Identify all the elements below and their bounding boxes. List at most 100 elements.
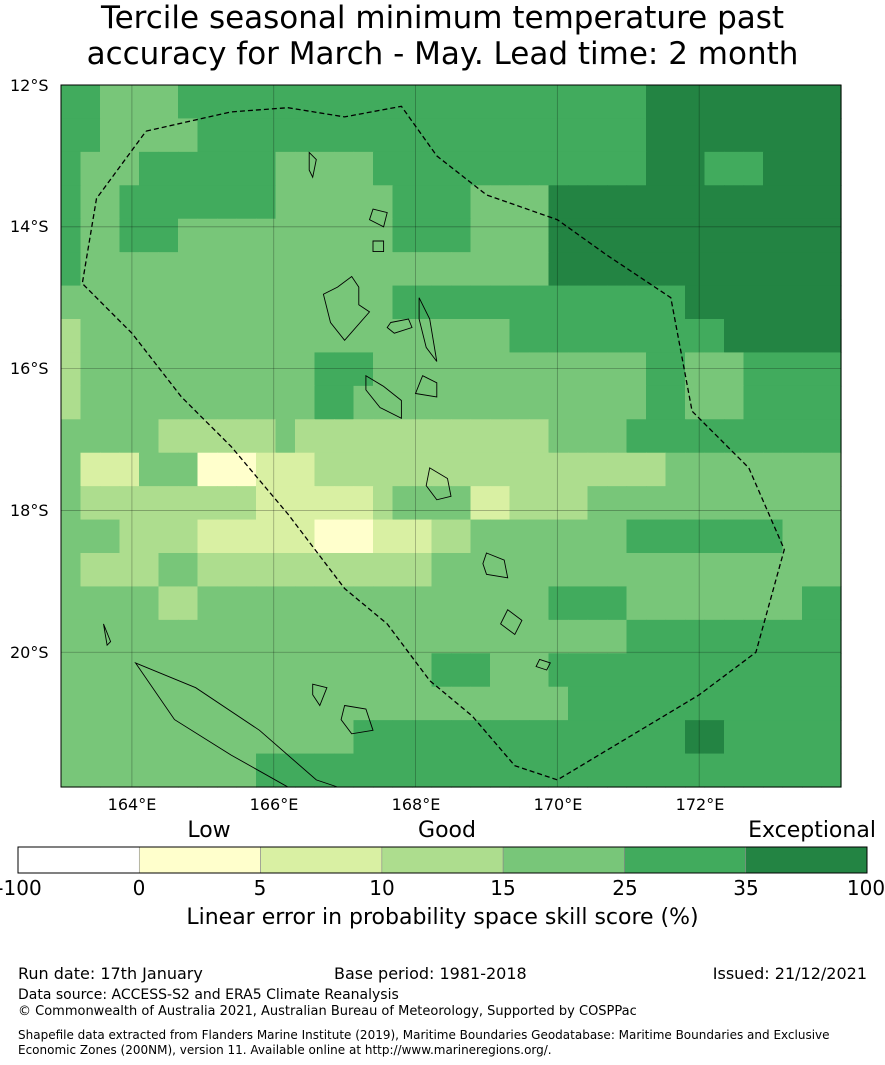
skill-cell	[334, 452, 355, 487]
skill-cell	[509, 486, 530, 521]
skill-cell	[236, 285, 257, 320]
map-frame	[60, 84, 842, 788]
skill-cell	[607, 653, 628, 688]
skill-cell	[607, 686, 628, 721]
skill-cell	[373, 519, 394, 554]
skill-cell	[509, 619, 530, 654]
skill-cell	[314, 619, 335, 654]
skill-cell	[704, 653, 725, 688]
skill-cell	[782, 553, 803, 588]
skill-cell	[587, 653, 608, 688]
skill-cell	[665, 619, 686, 654]
skill-cell	[217, 352, 238, 387]
skill-cell	[763, 419, 784, 454]
skill-cell	[217, 519, 238, 554]
skill-cell	[704, 118, 725, 153]
skill-cell	[704, 252, 725, 287]
skill-cell	[529, 452, 550, 487]
skill-cell	[607, 519, 628, 554]
skill-cell	[665, 753, 686, 788]
skill-cell	[158, 285, 179, 320]
skill-cell	[529, 653, 550, 688]
skill-cell	[782, 519, 803, 554]
skill-cell	[139, 118, 160, 153]
skill-cell	[158, 185, 179, 220]
skill-cell	[197, 686, 218, 721]
skill-cell	[275, 619, 296, 654]
skill-cell	[61, 553, 82, 588]
skill-cell	[334, 586, 355, 621]
skill-cell	[392, 519, 413, 554]
skill-cell	[119, 185, 140, 220]
skill-cell	[158, 619, 179, 654]
skill-cell	[490, 653, 511, 688]
skill-cell	[763, 252, 784, 287]
skill-cell	[568, 319, 589, 354]
skill-cell	[685, 385, 706, 420]
skill-cell	[743, 686, 764, 721]
skill-cell	[431, 486, 452, 521]
skill-cell	[724, 85, 745, 120]
skill-cell	[763, 586, 784, 621]
skill-cell	[607, 586, 628, 621]
colorbar-tick: 25	[612, 876, 638, 900]
skill-cell	[295, 252, 316, 287]
skill-cell	[626, 252, 647, 287]
island-outline	[482, 552, 509, 579]
skill-cell	[743, 385, 764, 420]
skill-cell	[802, 118, 823, 153]
skill-cell	[100, 486, 121, 521]
skill-cell	[412, 486, 433, 521]
skill-cell	[119, 85, 140, 120]
skill-cell	[158, 452, 179, 487]
skill-cell	[821, 419, 842, 454]
lon-label-170e: 170°E	[533, 795, 583, 814]
skill-cell	[100, 686, 121, 721]
skill-cell	[373, 686, 394, 721]
skill-cell	[763, 619, 784, 654]
skill-cell	[743, 285, 764, 320]
colorbar-tick: 10	[369, 876, 395, 900]
skill-cell	[509, 720, 530, 755]
skill-cell	[743, 653, 764, 688]
skill-cell	[256, 185, 277, 220]
skill-cell	[256, 519, 277, 554]
skill-cell	[665, 720, 686, 755]
colorbar-tick: 5	[253, 876, 267, 900]
skill-cell	[431, 218, 452, 253]
skill-cell	[782, 285, 803, 320]
skill-cell	[412, 686, 433, 721]
skill-cell	[100, 319, 121, 354]
skill-cell	[373, 352, 394, 387]
skill-cell	[353, 653, 374, 688]
skill-cell	[80, 553, 101, 588]
skill-cell	[665, 85, 686, 120]
skill-cell	[373, 720, 394, 755]
skill-cell	[431, 252, 452, 287]
skill-cell	[197, 118, 218, 153]
skill-cell	[665, 285, 686, 320]
skill-cell	[802, 151, 823, 186]
skill-cell	[607, 753, 628, 788]
skill-cell	[490, 419, 511, 454]
skill-cell	[217, 151, 238, 186]
skill-cell	[451, 352, 472, 387]
skill-map	[17, 84, 868, 874]
skill-cell	[119, 352, 140, 387]
skill-cell	[685, 519, 706, 554]
skill-cell	[392, 452, 413, 487]
legend-category-good: Good	[418, 818, 476, 843]
skill-cell	[80, 452, 101, 487]
skill-cell	[295, 285, 316, 320]
skill-cell	[353, 486, 374, 521]
skill-cell	[626, 486, 647, 521]
skill-cell	[665, 419, 686, 454]
skill-cell	[529, 151, 550, 186]
skill-cell	[704, 419, 725, 454]
skill-cell	[607, 352, 628, 387]
skill-cell	[704, 352, 725, 387]
skill-cell	[236, 653, 257, 688]
skill-cell	[665, 151, 686, 186]
copyright: © Commonwealth of Australia 2021, Austra…	[18, 1004, 637, 1019]
skill-cell	[139, 519, 160, 554]
